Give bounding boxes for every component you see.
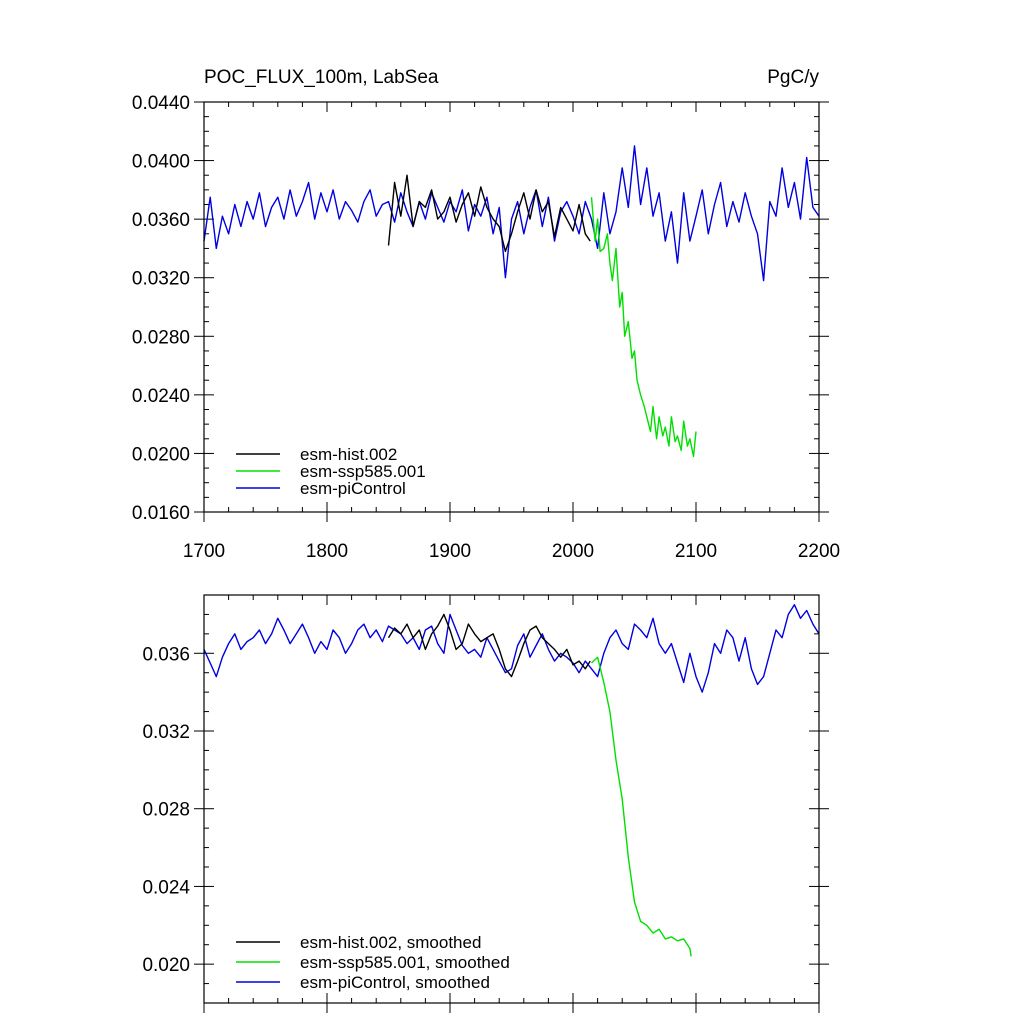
bottom-y-tick-label: 0.024 [142,877,190,898]
top-x-tick-label: 2200 [798,541,840,562]
top-title-right: PgC/y [767,67,819,88]
bottom-ticks: 0.020 0.024 0.028 0.032 0.036 [142,594,829,1013]
top-y-tick-label: 0.0240 [132,386,190,407]
top-series-group [203,145,820,458]
top-x-tick-label: 1800 [306,541,348,562]
top-x-tick-label: 1900 [429,541,471,562]
bottom-plot-frame [203,594,820,1004]
top-series-line-2 [203,145,820,282]
top-y-tick-label: 0.0320 [132,269,190,290]
bottom-legend-label-0: esm-hist.002, smoothed [300,933,481,952]
top-legend-label-0: esm-hist.002 [300,445,397,464]
bottom-y-tick-label: 0.032 [142,722,190,743]
bottom-series-line-1 [591,656,692,957]
bottom-legend-label-1: esm-ssp585.001, smoothed [300,953,510,972]
top-y-tick-label: 0.0360 [132,210,190,231]
top-ticks: 1700 1800 1900 2000 2100 2200 0.0160 0.0200 0.02… [132,93,840,562]
top-title-left: POC_FLUX_100m, LabSea [204,67,439,88]
top-x-tick-label: 2000 [552,541,594,562]
bottom-y-tick-label: 0.036 [142,644,190,665]
top-series-line-1 [590,197,697,458]
bottom-y-tick-label: 0.020 [142,955,190,976]
top-panel: POC_FLUX_100m, LabSea PgC/y 1700 1800 1900… [132,67,840,562]
top-y-tick-label: 0.0280 [132,327,190,348]
bottom-legend-label-2: esm-piControl, smoothed [300,973,490,992]
bottom-series-line-2 [203,604,820,693]
top-y-tick-label: 0.0200 [132,444,190,465]
top-series-line-0 [387,174,591,253]
top-y-tick-label: 0.0160 [132,503,190,524]
top-legend-label-2: esm-piControl [300,479,406,498]
bottom-y-tick-label: 0.028 [142,800,190,821]
top-plot-frame [203,101,820,513]
bottom-series-line-0 [387,613,591,678]
top-legend-label-1: esm-ssp585.001 [300,462,426,481]
bottom-panel: 0.020 0.024 0.028 0.032 0.036 esm-hist.002, … [142,594,829,1013]
top-y-tick-label: 0.0400 [132,152,190,173]
bottom-series-group [203,604,820,957]
top-x-tick-label: 1700 [183,541,225,562]
top-x-tick-label: 2100 [675,541,717,562]
top-y-tick-label: 0.0440 [132,93,190,114]
